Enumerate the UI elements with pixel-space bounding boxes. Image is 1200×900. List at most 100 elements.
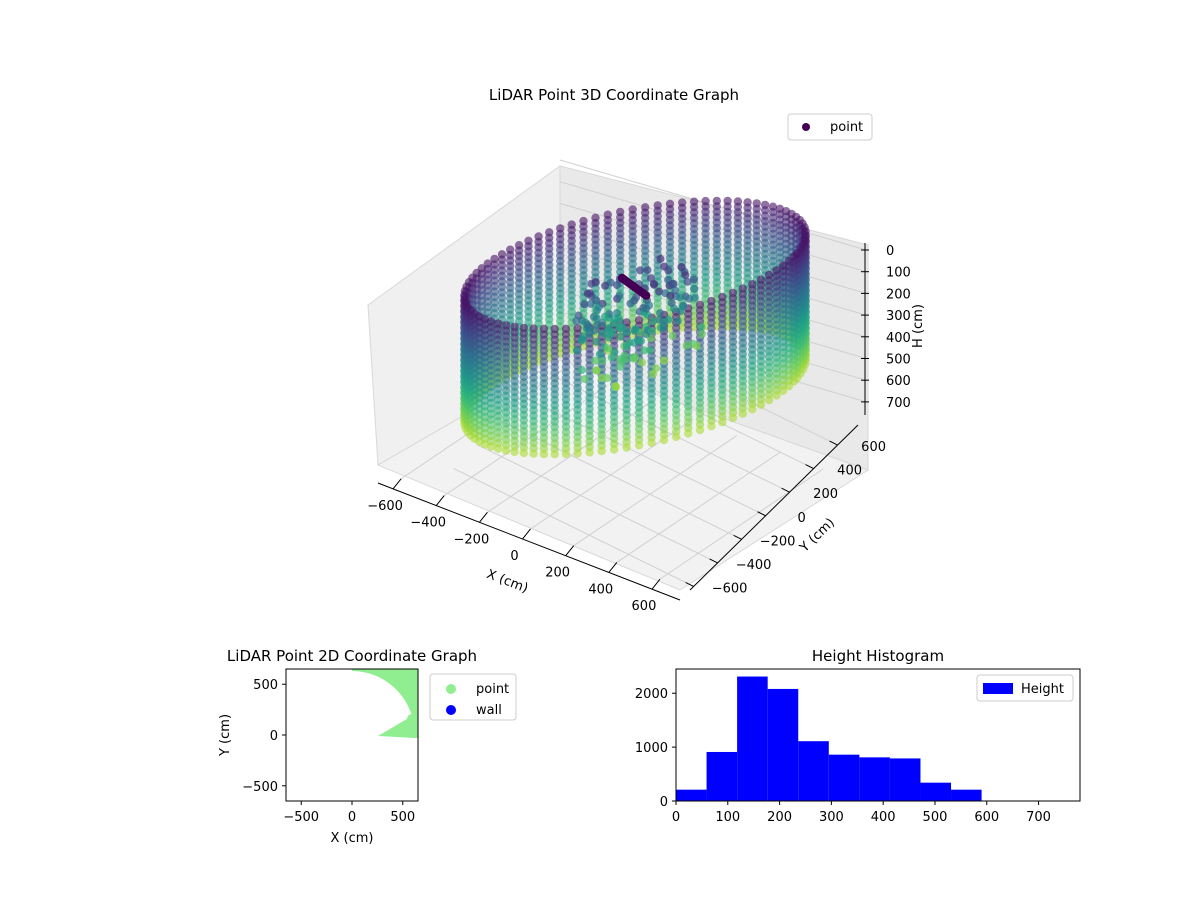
point-3d <box>577 366 586 374</box>
point-3d <box>494 444 503 453</box>
y-grid <box>453 468 686 583</box>
point-3d <box>630 338 639 347</box>
point-3d <box>637 337 646 345</box>
x-tick-label: 300 <box>819 810 844 825</box>
point-3d <box>656 254 665 263</box>
point-3d <box>519 448 528 458</box>
y-tick <box>805 464 814 470</box>
point-3d <box>642 304 651 313</box>
x-tick-label: 600 <box>974 810 999 825</box>
point-3d <box>572 317 581 326</box>
title-hist: Height Histogram <box>812 647 944 665</box>
point-3d <box>652 364 661 373</box>
legend-2d-frame <box>429 673 517 721</box>
point-3d <box>684 429 693 438</box>
x-tick-label: −600 <box>367 499 403 514</box>
x-tick <box>565 545 575 557</box>
x-tick-label: 500 <box>390 810 415 825</box>
point-3d <box>671 286 680 295</box>
x-tick-label: −400 <box>410 516 446 531</box>
point-3d <box>609 445 619 454</box>
point-3d <box>756 400 766 409</box>
histogram-bar <box>889 758 921 801</box>
x-tick-label: 0 <box>672 810 680 825</box>
point-3d <box>572 346 581 355</box>
point-3d <box>595 350 604 359</box>
point-3d <box>655 287 664 296</box>
x-tick-label: 200 <box>767 810 792 825</box>
point-3d <box>529 449 538 458</box>
y-tick-label: 0 <box>660 795 668 810</box>
point-3d <box>630 296 639 305</box>
histogram-bar <box>798 741 829 801</box>
stray-point <box>407 714 417 724</box>
histogram-bar <box>706 751 738 801</box>
legend-3d: point <box>787 113 873 141</box>
point-3d <box>659 435 669 445</box>
histogram-bar <box>920 782 952 801</box>
point-3d <box>592 337 601 346</box>
point-3d <box>615 323 624 332</box>
y-grid <box>501 420 734 536</box>
histogram-bar <box>767 688 799 801</box>
x-grid <box>616 452 781 563</box>
point-3d <box>728 413 738 423</box>
point-3d <box>539 450 549 459</box>
point-3d <box>630 354 639 363</box>
y-tick-label: 1000 <box>635 741 668 756</box>
frame-hist <box>675 668 1081 802</box>
point-3d <box>486 442 496 451</box>
histogram-bar <box>951 789 982 801</box>
point-cloud <box>352 669 418 739</box>
point-3d <box>638 358 647 367</box>
point-3d <box>659 324 668 333</box>
point-3d <box>580 300 589 309</box>
point-3d <box>585 448 594 457</box>
point-3d <box>690 275 698 284</box>
point-3d <box>636 266 644 275</box>
y-tick-label: 200 <box>813 487 838 502</box>
x-tick-label: 500 <box>923 810 948 825</box>
point-3d <box>550 450 559 459</box>
x-tick <box>392 478 402 490</box>
legend-hist: Height <box>976 674 1074 702</box>
point-3d <box>616 332 625 341</box>
point-3d <box>695 425 705 435</box>
point-3d <box>707 422 716 431</box>
y-tick-label: −400 <box>736 558 772 573</box>
point-3d <box>668 332 677 340</box>
x-axis-3d <box>377 482 681 601</box>
y-grid <box>477 444 710 560</box>
y-tick <box>781 487 790 493</box>
point-3d <box>679 301 688 310</box>
point-3d <box>622 342 631 351</box>
y-tick-label: 400 <box>837 464 862 479</box>
y-tick-label: 500 <box>253 678 278 693</box>
z-tick-label: 400 <box>886 331 911 346</box>
z-tick-label: 600 <box>886 374 911 389</box>
y-tick <box>733 534 742 540</box>
x-tick-label: 400 <box>871 810 896 825</box>
point-3d <box>591 278 600 286</box>
point-3d <box>611 314 619 323</box>
histogram-bar <box>676 789 707 801</box>
legend-point-label: point <box>476 682 509 697</box>
point-3d <box>607 353 616 362</box>
x-tick <box>478 511 488 523</box>
point-3d <box>690 284 699 293</box>
point-3d <box>656 309 665 318</box>
y-tick-label: −500 <box>242 780 278 795</box>
point-3d <box>501 446 511 455</box>
zlabel-3d: H (cm) <box>911 304 926 348</box>
point-3d <box>592 366 601 375</box>
histogram-bar <box>828 754 860 801</box>
x-tick-label: 700 <box>1026 810 1051 825</box>
histogram-bar <box>859 757 890 801</box>
x-tick-label: 0 <box>510 549 518 564</box>
x-tick-label: −500 <box>283 810 319 825</box>
point-3d <box>647 438 656 447</box>
point-3d <box>682 341 691 350</box>
point-3d <box>718 418 727 427</box>
point-3d <box>592 296 601 305</box>
